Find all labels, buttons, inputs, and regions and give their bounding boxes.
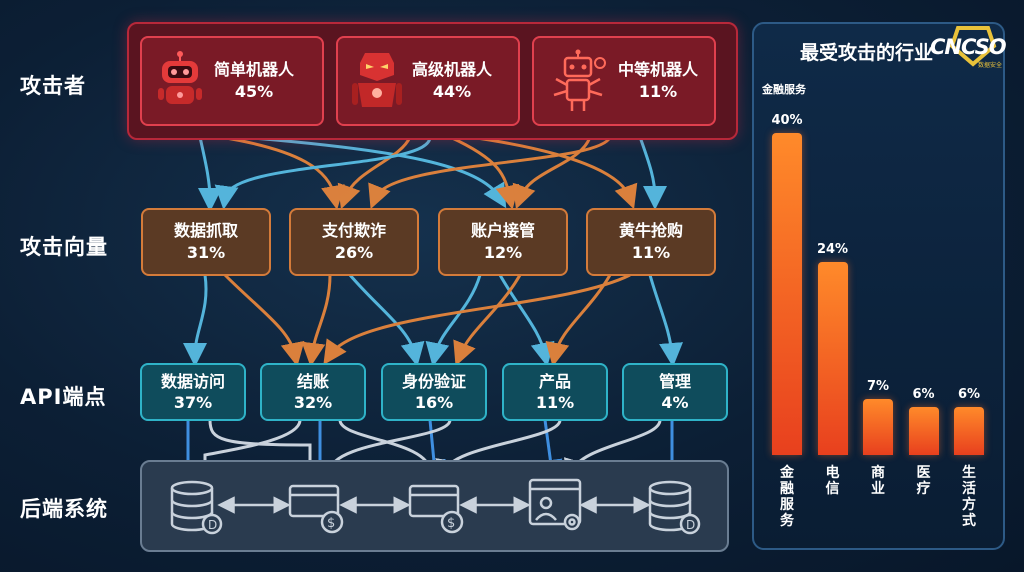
endpoint-name: 产品 [538, 372, 571, 391]
svg-text:D: D [208, 518, 217, 532]
attacker-advanced-bot[interactable]: 高级机器人 44% [336, 36, 520, 126]
attacker-percent: 44% [432, 82, 472, 101]
attacker-name: 高级机器人 [412, 60, 493, 79]
simple-robot-icon [158, 51, 202, 104]
chart-title: 最受攻击的行业 [800, 42, 934, 64]
attacker-name: 中等机器人 [618, 60, 699, 79]
endpoint-name: 数据访问 [160, 372, 225, 391]
endpoint-percent: 16% [414, 393, 454, 412]
endpoint-name: 管理 [658, 372, 691, 391]
endpoint-percent: 37% [173, 393, 213, 412]
vector-scalping[interactable]: 黄牛抢购 11% [586, 208, 716, 276]
payment-card-icon: $ [288, 484, 344, 534]
bar-value-label: 6% [912, 386, 935, 402]
endpoint-percent: 4% [661, 393, 689, 412]
database-icon: D [170, 480, 223, 535]
bar-0 [772, 133, 802, 455]
bar-value-label: 7% [866, 378, 890, 394]
medium-robot-icon [553, 49, 606, 111]
cncso-logo [949, 26, 997, 67]
svg-text:$: $ [327, 516, 335, 531]
endpoint-percent: 32% [293, 393, 333, 412]
first-category-caption: 金融服务 [762, 83, 806, 96]
vector-data-scraping[interactable]: 数据抓取 31% [141, 208, 271, 276]
row-label-backend: 后端系统 [20, 497, 108, 521]
endpoint-product[interactable]: 产品 11% [502, 363, 608, 421]
svg-text:$: $ [447, 516, 455, 531]
logo-text: CNCSO [930, 35, 1007, 59]
svg-text:D: D [686, 518, 695, 532]
database-icon: D [648, 480, 701, 535]
vector-percent: 31% [186, 243, 226, 262]
vector-payment-fraud[interactable]: 支付欺诈 26% [289, 208, 419, 276]
bar-1 [817, 261, 848, 455]
payment-card-icon: $ [408, 484, 464, 534]
vector-percent: 12% [483, 243, 523, 262]
vector-name: 账户接管 [470, 221, 535, 240]
attacker-simple-bot[interactable]: 简单机器人 45% [140, 36, 324, 126]
endpoint-percent: 11% [535, 393, 575, 412]
attacker-percent: 45% [234, 82, 274, 101]
bar-category-label: 商业 [871, 465, 885, 497]
endpoint-admin[interactable]: 管理 4% [622, 363, 728, 421]
vector-percent: 26% [334, 243, 374, 262]
vector-name: 数据抓取 [173, 221, 238, 240]
bar-value-label: 6% [957, 386, 981, 402]
bar-category-label: 电信 [825, 465, 840, 497]
endpoint-data-access[interactable]: 数据访问 37% [140, 363, 246, 421]
endpoint-checkout[interactable]: 结账 32% [260, 363, 366, 421]
row-label-attackers: 攻击者 [20, 74, 86, 98]
bar-value-label: 24% [816, 241, 849, 257]
logo-subtitle: 数据安全 [978, 62, 1003, 69]
row-label-endpoints: API端点 [20, 385, 107, 409]
vector-name: 黄牛抢购 [618, 221, 683, 240]
row-label-vectors: 攻击向量 [20, 235, 108, 259]
attacker-medium-bot[interactable]: 中等机器人 11% [532, 36, 716, 126]
vector-account-takeover[interactable]: 账户接管 12% [438, 208, 568, 276]
vector-percent: 11% [631, 243, 671, 262]
bar-category-label: 金融服务 [780, 465, 794, 529]
bar-category-label: 医疗 [916, 465, 931, 497]
advanced-robot-icon [352, 53, 402, 107]
attacker-percent: 11% [638, 82, 678, 101]
bar-2 [863, 398, 893, 455]
endpoint-name: 结账 [296, 372, 329, 391]
vector-name: 支付欺诈 [321, 221, 386, 240]
bar-category-label: 生活方式 [962, 465, 976, 529]
endpoint-name: 身份验证 [401, 372, 466, 391]
bar-3 [908, 406, 939, 455]
bar-value-label: 40% [771, 113, 803, 129]
endpoint-authentication[interactable]: 身份验证 16% [381, 363, 487, 421]
attacker-name: 简单机器人 [214, 60, 295, 79]
bar-4 [954, 406, 984, 455]
user-settings-icon [528, 478, 582, 531]
